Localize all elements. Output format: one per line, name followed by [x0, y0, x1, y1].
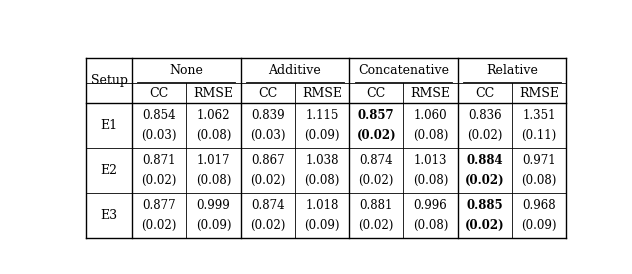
Text: (0.02): (0.02): [465, 174, 505, 187]
Text: 0.836: 0.836: [468, 109, 502, 122]
Text: CC: CC: [150, 87, 169, 100]
Text: 0.854: 0.854: [142, 109, 176, 122]
Text: (0.02): (0.02): [358, 218, 394, 232]
Text: (0.02): (0.02): [358, 174, 394, 187]
Text: (0.08): (0.08): [413, 174, 448, 187]
Text: (0.02): (0.02): [467, 129, 502, 142]
Text: 0.871: 0.871: [142, 154, 176, 167]
Text: 0.968: 0.968: [523, 199, 556, 212]
Text: (0.02): (0.02): [250, 218, 286, 232]
Text: E2: E2: [100, 164, 118, 177]
Text: 0.971: 0.971: [523, 154, 556, 167]
Text: (0.03): (0.03): [250, 129, 286, 142]
Text: CC: CC: [475, 87, 494, 100]
Text: None: None: [169, 64, 203, 77]
Text: Additive: Additive: [269, 64, 321, 77]
Text: Concatenative: Concatenative: [358, 64, 449, 77]
Text: 1.013: 1.013: [414, 154, 447, 167]
Text: (0.11): (0.11): [521, 129, 557, 142]
Text: 0.884: 0.884: [466, 154, 503, 167]
Text: Relative: Relative: [486, 64, 538, 77]
Text: 0.857: 0.857: [358, 109, 394, 122]
Text: 1.060: 1.060: [414, 109, 447, 122]
Text: 0.996: 0.996: [414, 199, 447, 212]
Text: RMSE: RMSE: [193, 87, 233, 100]
Text: 1.017: 1.017: [197, 154, 230, 167]
Text: 0.839: 0.839: [251, 109, 284, 122]
Text: 0.881: 0.881: [360, 199, 393, 212]
Text: 1.062: 1.062: [197, 109, 230, 122]
Text: CC: CC: [367, 87, 386, 100]
Text: (0.09): (0.09): [521, 218, 557, 232]
Text: (0.08): (0.08): [305, 174, 339, 187]
Text: (0.08): (0.08): [413, 218, 448, 232]
Text: (0.08): (0.08): [413, 129, 448, 142]
Text: 0.874: 0.874: [360, 154, 393, 167]
Text: 0.999: 0.999: [197, 199, 230, 212]
Text: RMSE: RMSE: [411, 87, 451, 100]
Text: RMSE: RMSE: [302, 87, 342, 100]
Text: RMSE: RMSE: [520, 87, 559, 100]
Text: (0.02): (0.02): [465, 218, 505, 232]
Text: 0.867: 0.867: [251, 154, 284, 167]
Text: (0.09): (0.09): [304, 218, 340, 232]
Text: (0.02): (0.02): [142, 174, 177, 187]
Text: (0.03): (0.03): [142, 129, 177, 142]
Text: 0.874: 0.874: [251, 199, 284, 212]
Text: 0.885: 0.885: [466, 199, 503, 212]
Text: 1.115: 1.115: [305, 109, 339, 122]
Text: 1.018: 1.018: [305, 199, 339, 212]
Text: (0.08): (0.08): [521, 174, 557, 187]
Text: E1: E1: [100, 119, 118, 132]
Text: 1.038: 1.038: [305, 154, 339, 167]
Text: 0.877: 0.877: [142, 199, 176, 212]
Text: 1.351: 1.351: [523, 109, 556, 122]
Text: (0.09): (0.09): [304, 129, 340, 142]
Text: (0.09): (0.09): [196, 218, 231, 232]
Text: (0.08): (0.08): [196, 174, 231, 187]
Text: (0.02): (0.02): [356, 129, 396, 142]
Text: (0.02): (0.02): [142, 218, 177, 232]
Text: E3: E3: [100, 209, 118, 222]
Text: Setup: Setup: [90, 74, 128, 87]
Text: (0.02): (0.02): [250, 174, 286, 187]
Text: (0.08): (0.08): [196, 129, 231, 142]
Text: CC: CC: [258, 87, 277, 100]
